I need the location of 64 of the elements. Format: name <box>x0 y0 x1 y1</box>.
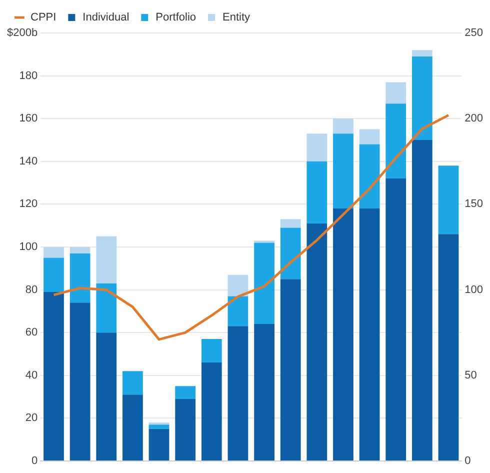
bar <box>44 247 64 258</box>
bar <box>306 223 328 460</box>
bar <box>386 104 406 179</box>
bar <box>412 140 432 460</box>
bar <box>201 339 222 363</box>
y-tick-label: 40 <box>25 369 38 382</box>
bar <box>254 242 274 324</box>
bar <box>254 324 274 460</box>
y-tick-label: 180 <box>19 70 38 82</box>
bar <box>228 296 248 326</box>
y2-tick-label: 0 <box>464 455 471 468</box>
bar <box>438 166 459 234</box>
y-tick-label: 100 <box>19 241 38 254</box>
bar <box>412 56 432 140</box>
bar <box>70 253 90 303</box>
bar <box>386 178 406 460</box>
y-tick-label: $200b <box>6 27 38 40</box>
bar <box>333 118 354 134</box>
y-tick-label: 20 <box>25 412 38 424</box>
bar <box>175 398 196 460</box>
bar <box>280 228 301 280</box>
bar <box>306 161 328 224</box>
bar <box>228 274 248 296</box>
y-tick-label: 140 <box>19 155 38 168</box>
bar <box>148 422 170 425</box>
bar <box>386 82 406 104</box>
bar <box>175 386 196 399</box>
bar <box>44 292 64 460</box>
bar <box>122 394 143 460</box>
bar <box>359 129 380 144</box>
bar <box>96 236 117 284</box>
y-tick-label: 120 <box>19 198 38 210</box>
bar <box>96 283 117 333</box>
y-tick-label: 60 <box>25 326 38 339</box>
y2-tick-label: 50 <box>464 369 477 382</box>
bar <box>96 332 117 460</box>
y-tick-label: 80 <box>25 284 38 296</box>
y-tick-label: 160 <box>19 112 38 125</box>
bar <box>359 144 380 208</box>
bar <box>280 279 301 460</box>
bar <box>280 219 301 228</box>
y2-tick-label: 200 <box>464 112 484 125</box>
bar <box>333 208 354 460</box>
legend-label: Individual <box>82 12 130 24</box>
bar <box>148 428 170 460</box>
legend-label: Portfolio <box>156 12 196 24</box>
bar <box>306 134 328 162</box>
y2-tick-label: 100 <box>464 284 484 296</box>
bar <box>412 50 432 57</box>
y-tick-label: 0 <box>31 455 38 468</box>
legend-label: Entity <box>222 12 251 24</box>
bar <box>44 258 64 292</box>
bar <box>70 247 90 254</box>
bar <box>359 208 380 460</box>
legend-label: CPPI <box>30 12 56 24</box>
y2-tick-label: 150 <box>464 198 484 210</box>
bar <box>228 326 248 460</box>
bar <box>201 362 222 460</box>
bar <box>333 134 354 208</box>
bar <box>438 234 459 460</box>
bar <box>148 424 170 429</box>
bar <box>122 371 143 395</box>
y2-tick-label: 250 <box>464 27 484 40</box>
bar <box>70 302 90 460</box>
